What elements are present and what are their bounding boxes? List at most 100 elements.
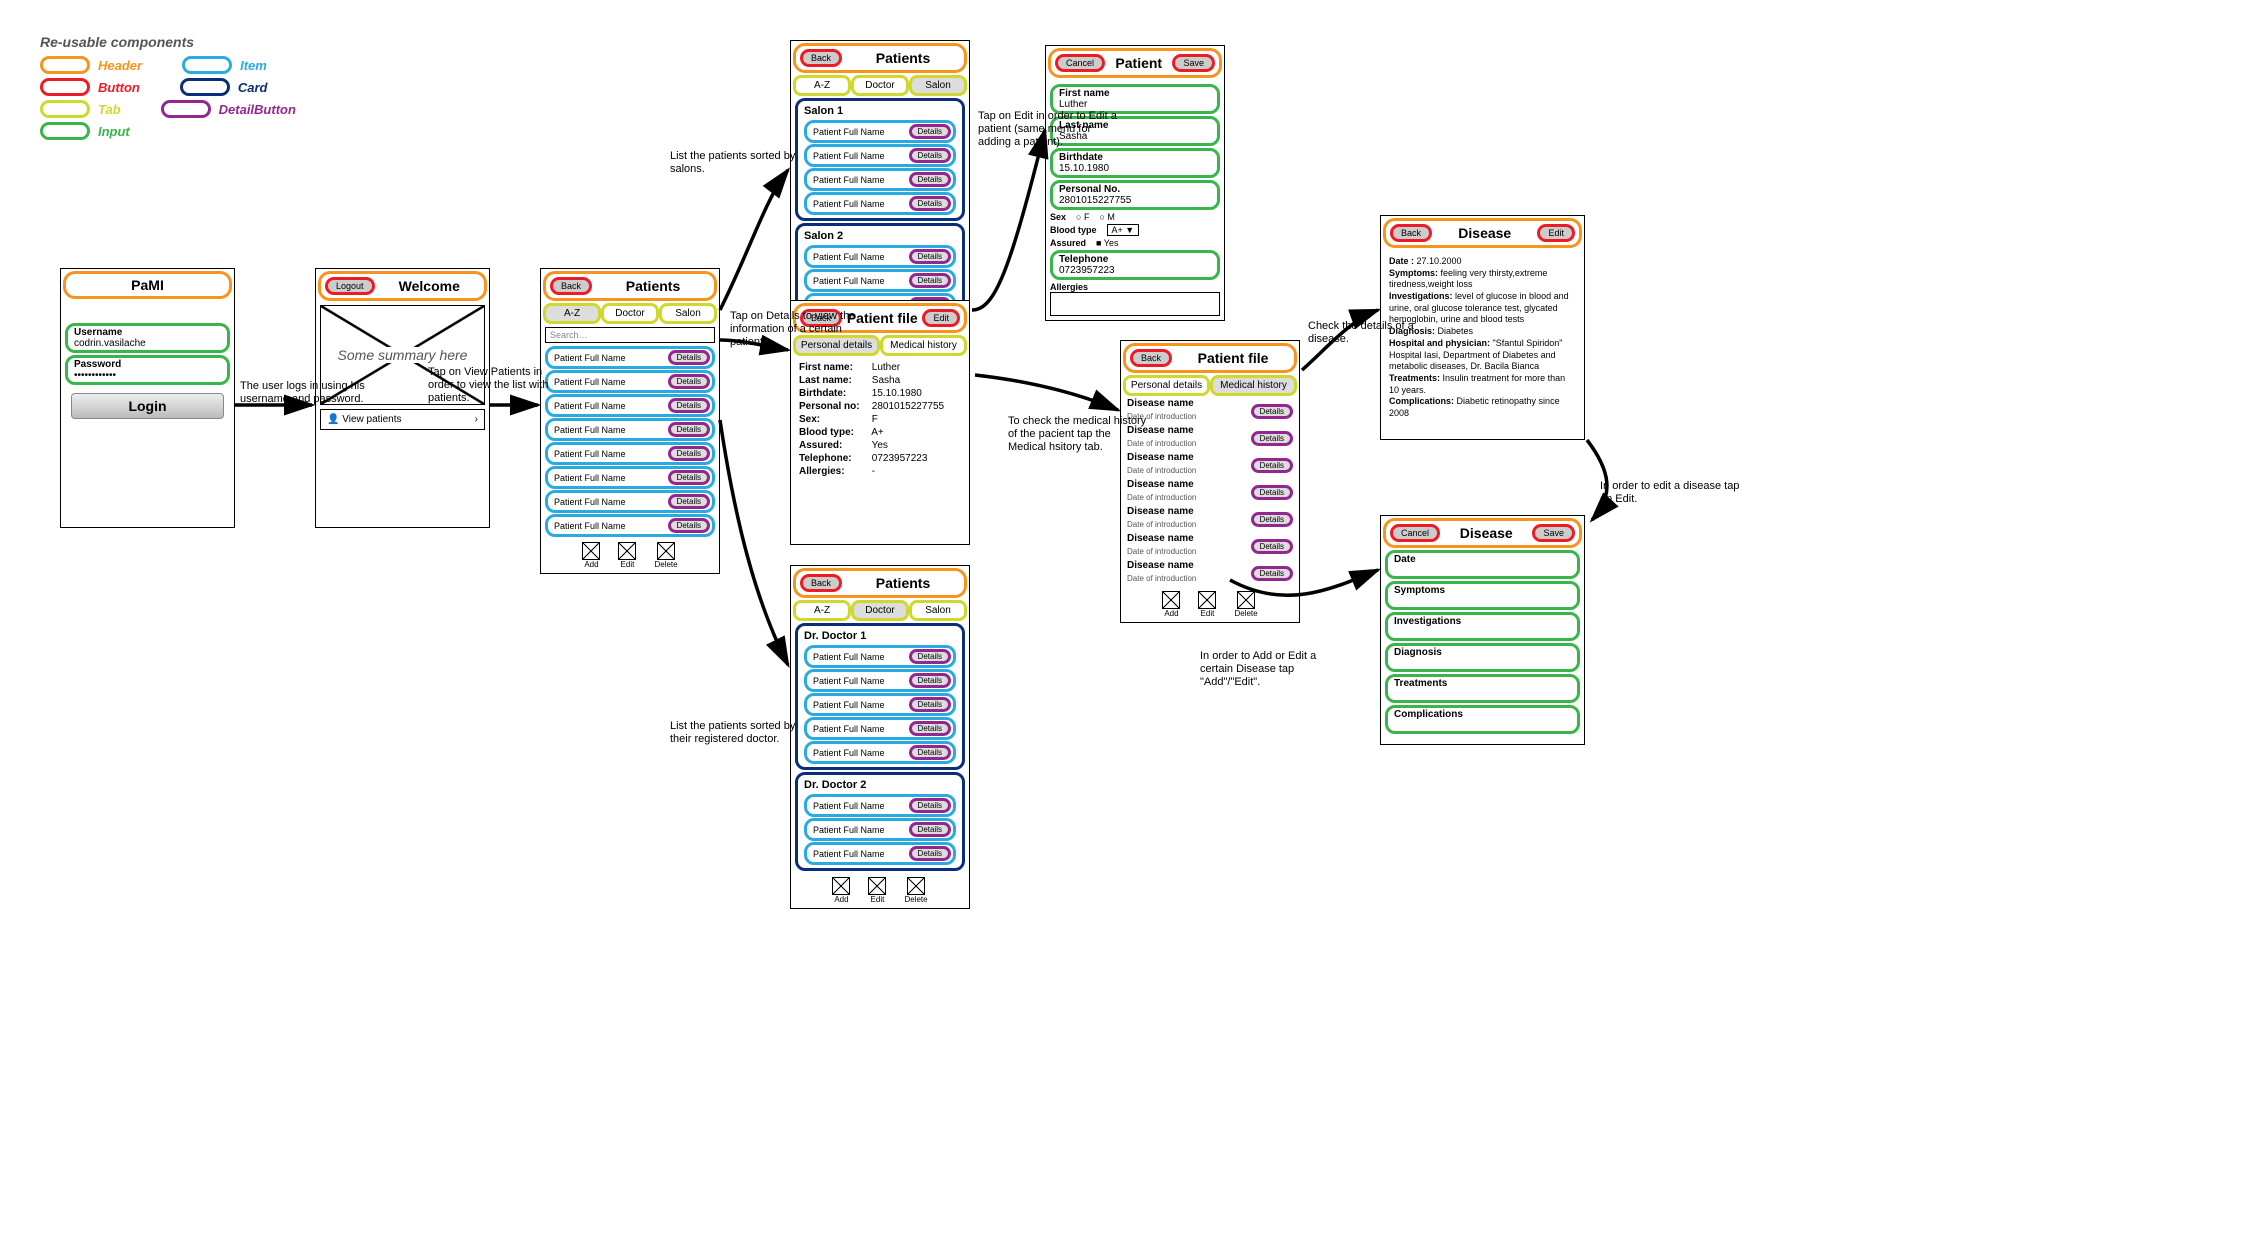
- delete-iconbutton[interactable]: Delete: [654, 542, 677, 569]
- tab-az[interactable]: A-Z: [793, 75, 851, 96]
- details-button[interactable]: Details: [1251, 458, 1293, 473]
- list-item[interactable]: Patient Full NameDetails: [545, 514, 715, 537]
- details-button[interactable]: Details: [1251, 431, 1293, 446]
- tab-doctor[interactable]: Doctor: [601, 303, 659, 324]
- investigations-input[interactable]: Investigations: [1385, 612, 1580, 641]
- details-button[interactable]: Details: [909, 673, 951, 688]
- search-input[interactable]: Search…: [545, 327, 715, 343]
- diagnosis-input[interactable]: Diagnosis: [1385, 643, 1580, 672]
- details-button[interactable]: Details: [668, 350, 710, 365]
- birthdate-input[interactable]: Birthdate15.10.1980: [1050, 148, 1220, 178]
- details-button[interactable]: Details: [909, 172, 951, 187]
- details-button[interactable]: Details: [909, 846, 951, 861]
- save-button[interactable]: Save: [1172, 54, 1215, 72]
- list-item[interactable]: Patient Full NameDetails: [545, 394, 715, 417]
- username-input[interactable]: Usernamecodrin.vasilache: [65, 323, 230, 353]
- view-patients-button[interactable]: 👤 View patients›: [320, 409, 485, 430]
- list-item[interactable]: Patient Full NameDetails: [804, 245, 956, 268]
- radio-m[interactable]: ○ M: [1099, 212, 1114, 222]
- edit-button[interactable]: Edit: [922, 309, 960, 327]
- treatments-input[interactable]: Treatments: [1385, 674, 1580, 703]
- tab-az[interactable]: A-Z: [543, 303, 601, 324]
- details-button[interactable]: Details: [1251, 566, 1293, 581]
- cancel-button[interactable]: Cancel: [1390, 524, 1440, 542]
- tab-salon[interactable]: Salon: [909, 75, 967, 96]
- list-item[interactable]: Patient Full NameDetails: [804, 168, 956, 191]
- tab-doctor[interactable]: Doctor: [851, 600, 909, 621]
- details-button[interactable]: Details: [909, 273, 951, 288]
- allergies-input[interactable]: Allergies: [1050, 282, 1220, 316]
- details-button[interactable]: Details: [1251, 485, 1293, 500]
- list-item[interactable]: Patient Full NameDetails: [804, 794, 956, 817]
- cancel-button[interactable]: Cancel: [1055, 54, 1105, 72]
- list-item[interactable]: Patient Full NameDetails: [545, 466, 715, 489]
- details-button[interactable]: Details: [909, 745, 951, 760]
- list-item[interactable]: Patient Full NameDetails: [804, 144, 956, 167]
- tab-pd[interactable]: Personal details: [1123, 375, 1210, 396]
- list-item[interactable]: Patient Full NameDetails: [804, 741, 956, 764]
- edit-iconbutton[interactable]: Edit: [618, 542, 636, 569]
- textarea[interactable]: [1050, 292, 1220, 316]
- details-button[interactable]: Details: [668, 494, 710, 509]
- details-button[interactable]: Details: [909, 196, 951, 211]
- list-item[interactable]: Patient Full NameDetails: [545, 442, 715, 465]
- logout-button[interactable]: Logout: [325, 277, 375, 295]
- details-button[interactable]: Details: [668, 470, 710, 485]
- list-item[interactable]: Patient Full NameDetails: [545, 418, 715, 441]
- details-button[interactable]: Details: [909, 721, 951, 736]
- details-button[interactable]: Details: [909, 798, 951, 813]
- tab-doctor[interactable]: Doctor: [851, 75, 909, 96]
- password-input[interactable]: Password••••••••••••: [65, 355, 230, 385]
- details-button[interactable]: Details: [909, 249, 951, 264]
- list-item[interactable]: Patient Full NameDetails: [804, 192, 956, 215]
- complications-input[interactable]: Complications: [1385, 705, 1580, 734]
- delete-iconbutton[interactable]: Delete: [904, 877, 927, 904]
- telephone-input[interactable]: Telephone0723957223: [1050, 250, 1220, 280]
- tab-salon[interactable]: Salon: [659, 303, 717, 324]
- details-button[interactable]: Details: [668, 398, 710, 413]
- list-item[interactable]: Patient Full NameDetails: [545, 346, 715, 369]
- details-button[interactable]: Details: [909, 124, 951, 139]
- details-button[interactable]: Details: [909, 697, 951, 712]
- details-button[interactable]: Details: [909, 148, 951, 163]
- details-button[interactable]: Details: [668, 422, 710, 437]
- details-button[interactable]: Details: [1251, 512, 1293, 527]
- list-item[interactable]: Patient Full NameDetails: [804, 669, 956, 692]
- symptoms-input[interactable]: Symptoms: [1385, 581, 1580, 610]
- back-button[interactable]: Back: [800, 49, 842, 67]
- tab-az[interactable]: A-Z: [793, 600, 851, 621]
- add-iconbutton[interactable]: Add: [832, 877, 850, 904]
- delete-iconbutton[interactable]: Delete: [1234, 591, 1257, 618]
- list-item[interactable]: Patient Full NameDetails: [545, 370, 715, 393]
- list-item[interactable]: Patient Full NameDetails: [804, 842, 956, 865]
- personalNo-input[interactable]: Personal No.2801015227755: [1050, 180, 1220, 210]
- list-item[interactable]: Patient Full NameDetails: [804, 717, 956, 740]
- tab-mh[interactable]: Medical history: [880, 335, 967, 356]
- radio-f[interactable]: ○ F: [1076, 212, 1089, 222]
- back-button[interactable]: Back: [800, 574, 842, 592]
- details-button[interactable]: Details: [668, 374, 710, 389]
- assured-checkbox[interactable]: ■ Yes: [1096, 238, 1118, 248]
- details-button[interactable]: Details: [909, 822, 951, 837]
- login-button[interactable]: Login: [71, 393, 224, 419]
- details-button[interactable]: Details: [1251, 404, 1293, 419]
- edit-iconbutton[interactable]: Edit: [1198, 591, 1216, 618]
- add-iconbutton[interactable]: Add: [1162, 591, 1180, 618]
- back-button[interactable]: Back: [550, 277, 592, 295]
- edit-button[interactable]: Edit: [1537, 224, 1575, 242]
- edit-iconbutton[interactable]: Edit: [868, 877, 886, 904]
- back-button[interactable]: Back: [1130, 349, 1172, 367]
- date-input[interactable]: Date: [1385, 550, 1580, 579]
- details-button[interactable]: Details: [1251, 539, 1293, 554]
- save-button[interactable]: Save: [1532, 524, 1575, 542]
- list-item[interactable]: Patient Full NameDetails: [804, 120, 956, 143]
- list-item[interactable]: Patient Full NameDetails: [804, 818, 956, 841]
- details-button[interactable]: Details: [668, 518, 710, 533]
- back-button[interactable]: Back: [1390, 224, 1432, 242]
- details-button[interactable]: Details: [668, 446, 710, 461]
- list-item[interactable]: Patient Full NameDetails: [804, 693, 956, 716]
- list-item[interactable]: Patient Full NameDetails: [804, 645, 956, 668]
- list-item[interactable]: Patient Full NameDetails: [804, 269, 956, 292]
- bloodtype-select[interactable]: A+ ▼: [1107, 224, 1140, 236]
- details-button[interactable]: Details: [909, 649, 951, 664]
